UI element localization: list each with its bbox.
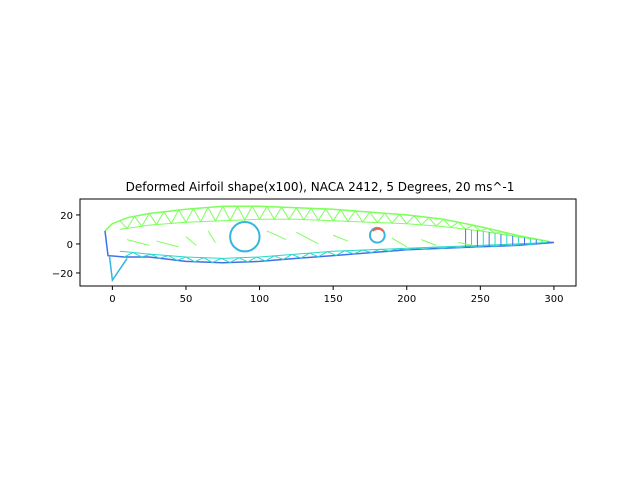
- interior-truss-member: [296, 231, 319, 245]
- lower-surface-line: [104, 230, 554, 264]
- leading-edge-spike: [108, 255, 128, 283]
- y-axis: −20 0 20: [52, 211, 80, 280]
- y-tick-label: 20: [60, 211, 73, 222]
- upper-mesh-elements: [119, 205, 547, 242]
- lower-mesh-elements: [123, 242, 540, 264]
- x-tick-label: 150: [324, 294, 343, 305]
- x-tick-label: 100: [250, 294, 269, 305]
- interior-truss-member: [266, 230, 287, 241]
- y-tick-label: 0: [67, 240, 73, 251]
- x-tick-label: 300: [544, 294, 563, 305]
- upper-surface-line: [104, 205, 555, 244]
- interior-truss-member: [332, 234, 349, 242]
- axes-frame: [79, 198, 577, 287]
- interior-truss-member: [185, 236, 197, 246]
- y-tick-label: −20: [52, 269, 73, 280]
- interior-truss-member: [458, 242, 474, 246]
- spar-hole-accent: [372, 227, 384, 232]
- interior-truss-member: [391, 237, 407, 248]
- x-tick-label: 250: [471, 294, 490, 305]
- chart-title: Deformed Airfoil shape(x100), NACA 2412,…: [126, 180, 515, 194]
- spar-hole-1: [229, 220, 261, 253]
- interior-truss-member: [156, 240, 179, 248]
- x-axis: 0 50 100 150 200 250 300: [109, 286, 563, 305]
- interior-truss-member: [126, 239, 150, 246]
- interior-truss-member: [207, 230, 216, 243]
- x-tick-label: 50: [180, 294, 193, 305]
- x-tick-label: 200: [397, 294, 416, 305]
- plot-area: [104, 205, 555, 283]
- x-tick-label: 0: [109, 294, 115, 305]
- interior-truss-member: [421, 239, 437, 246]
